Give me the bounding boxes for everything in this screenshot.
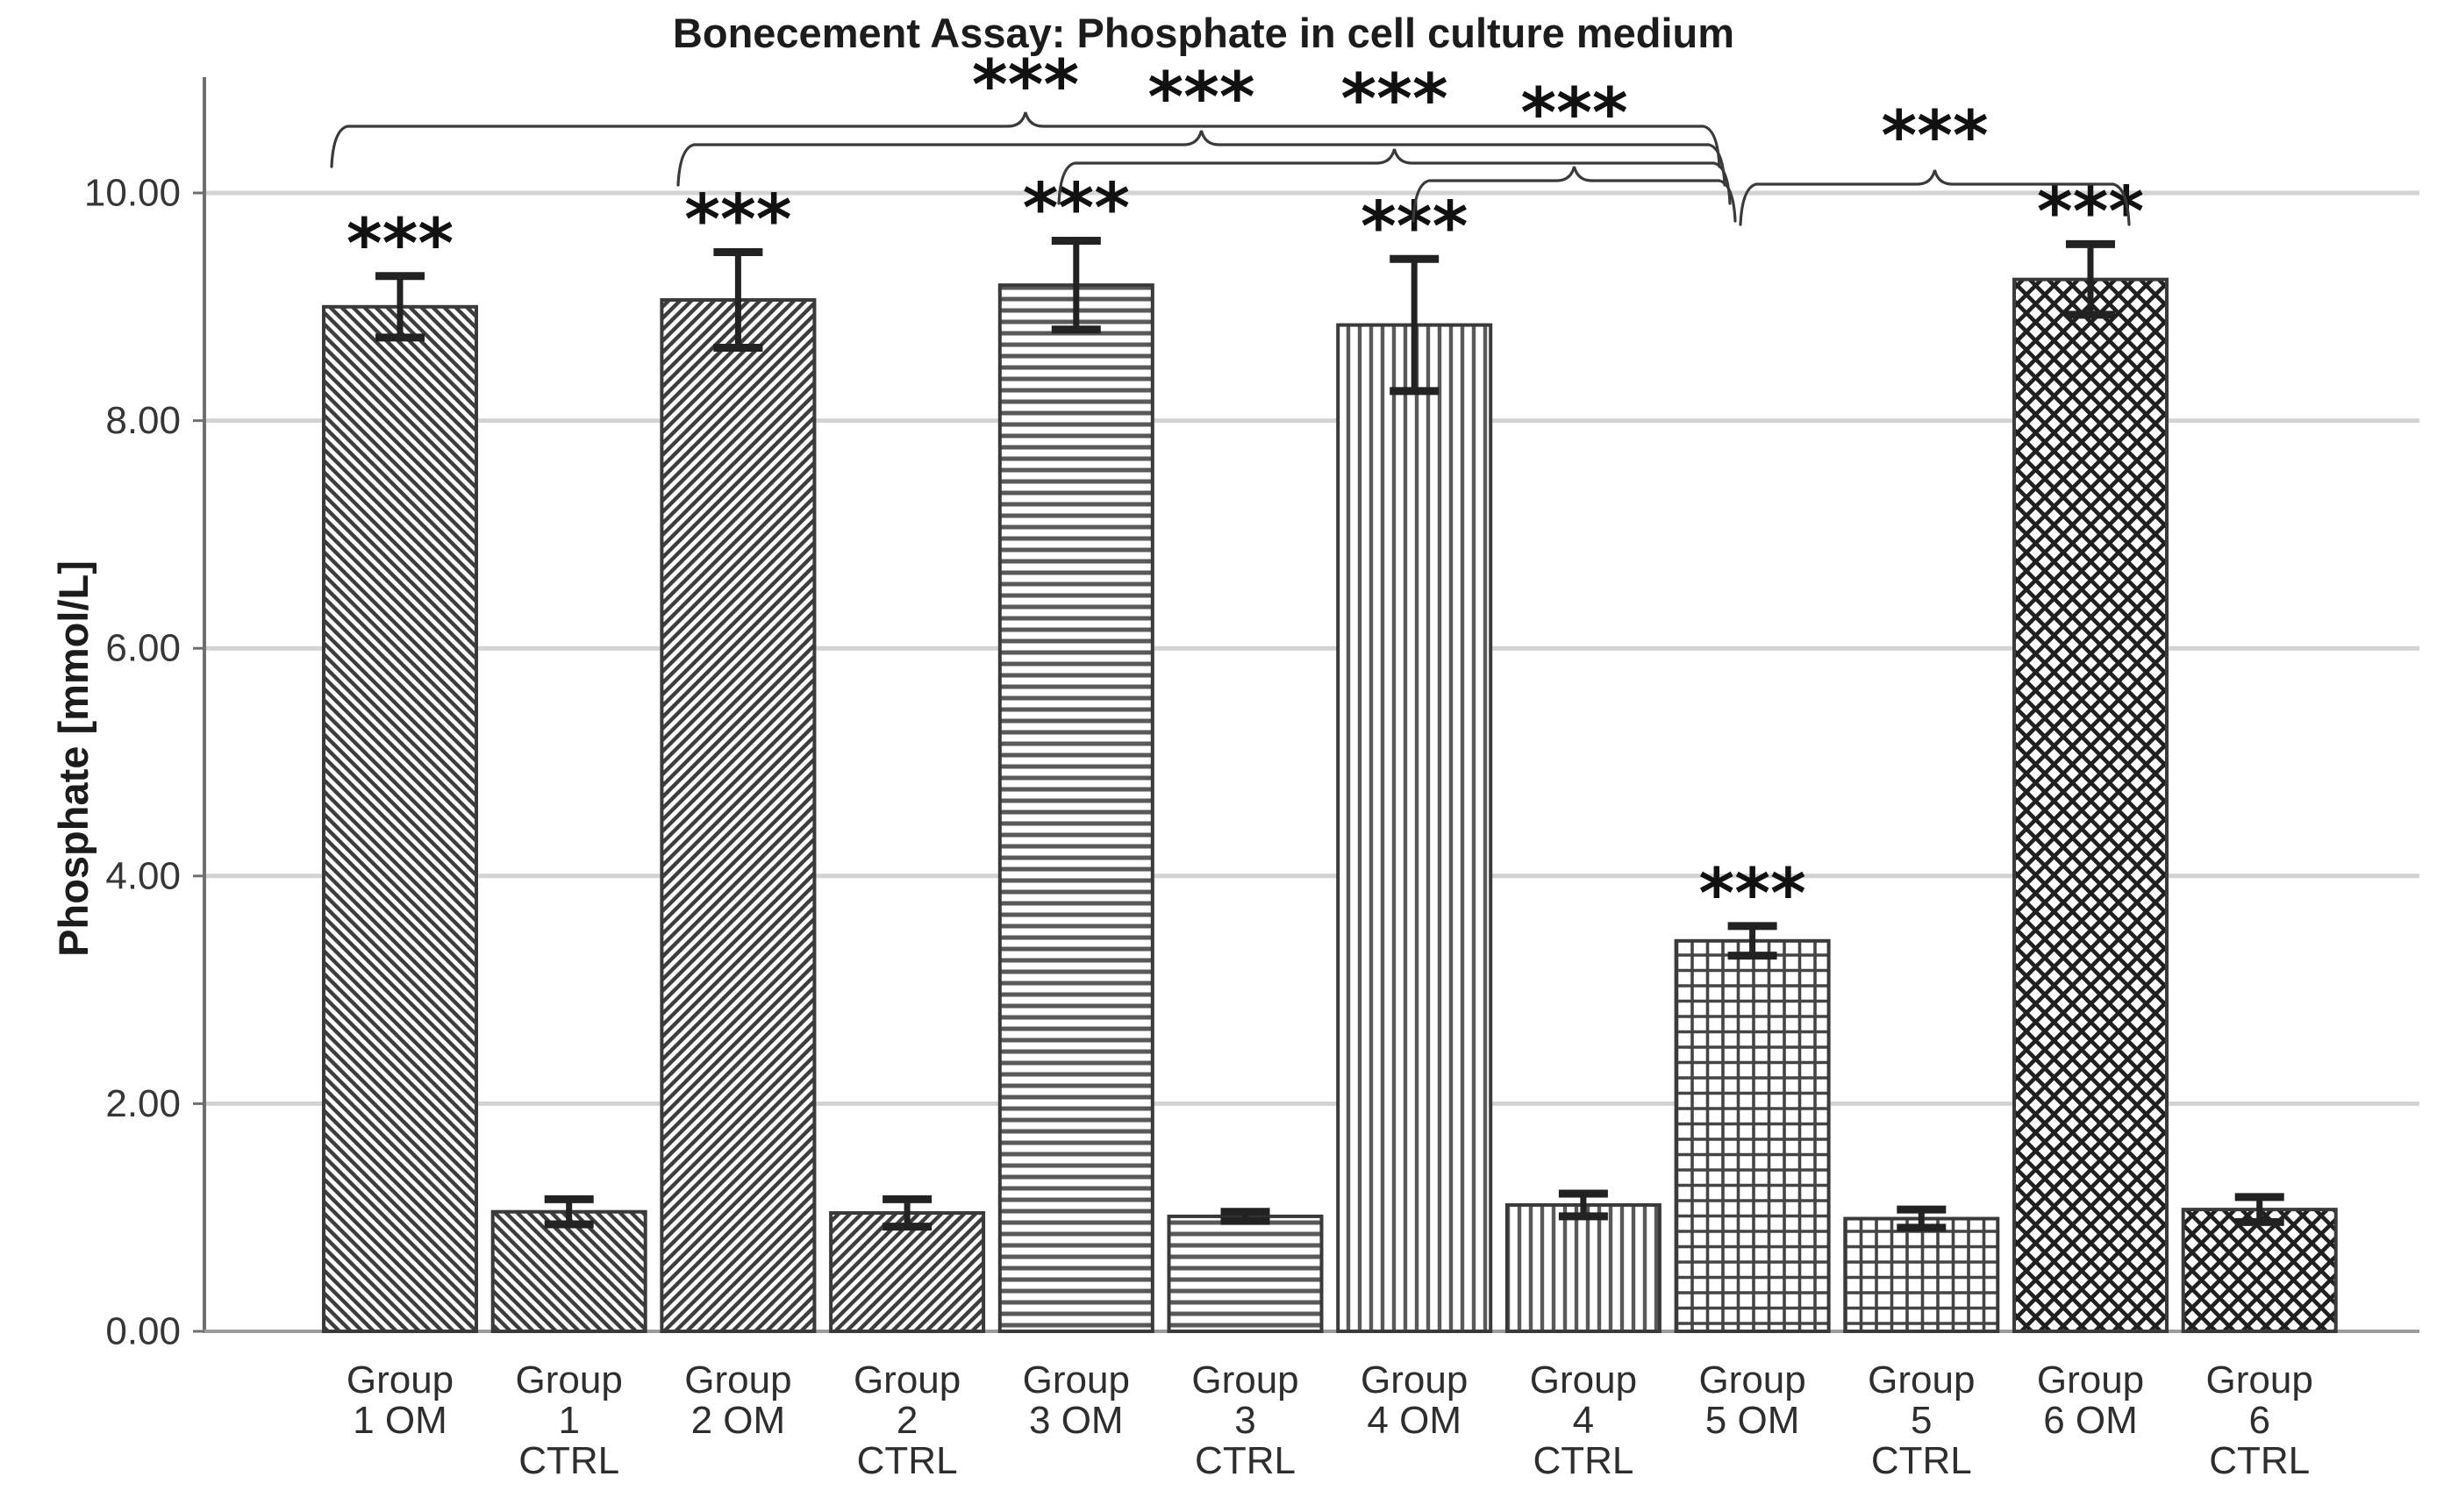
x-tick-label: Group xyxy=(1023,1359,1130,1401)
chart-title: Bonecement Assay: Phosphate in cell cult… xyxy=(673,10,1734,56)
significance-stars: *** xyxy=(1023,170,1130,249)
bar-group-1-ctrl xyxy=(490,1209,647,1333)
x-tick-label: 1 OM xyxy=(353,1399,447,1442)
bar-group-5-om xyxy=(1674,938,1831,1333)
bracket-significance-stars: *** xyxy=(1340,61,1447,139)
significance-stars: *** xyxy=(684,181,791,260)
bracket-significance-stars: *** xyxy=(1147,59,1254,138)
x-tick-label: Group xyxy=(684,1359,791,1401)
x-tick-label: Group xyxy=(347,1359,454,1401)
bar-group-4-om xyxy=(1336,323,1493,1333)
significance-stars: *** xyxy=(2037,173,2144,252)
x-tick-label: Group xyxy=(1191,1359,1298,1401)
bar-group-3-ctrl xyxy=(1167,1214,1324,1333)
x-tick-label: CTRL xyxy=(1533,1439,1633,1482)
x-tick-label: 4 xyxy=(1573,1399,1594,1442)
x-tick-label: CTRL xyxy=(2209,1439,2310,1482)
x-tick-label: Group xyxy=(1868,1359,1975,1401)
x-tick-label: 4 OM xyxy=(1367,1399,1461,1442)
bar-group-2-ctrl xyxy=(829,1211,986,1334)
x-tick-label: 2 OM xyxy=(691,1399,786,1442)
x-tick-label: 2 xyxy=(897,1399,918,1442)
bracket-significance-stars: *** xyxy=(972,46,1079,125)
bar-group-6-ctrl xyxy=(2181,1208,2338,1334)
comparison-bracket xyxy=(1057,148,1732,205)
comparison-bracket xyxy=(676,130,1726,187)
y-tick-label: 10.00 xyxy=(84,172,181,215)
y-axis-labels-layer: 0.00 2.00 4.00 6.00 8.00 10.00 xyxy=(84,172,181,1353)
bar-group-2-om xyxy=(660,298,817,1334)
significance-stars: *** xyxy=(1698,855,1805,934)
significance-stars: *** xyxy=(1361,188,1468,267)
x-tick-label: Group xyxy=(2037,1359,2144,1401)
comparison-bracket xyxy=(1739,169,2131,226)
y-tick-label: 0.00 xyxy=(105,1310,181,1353)
x-tick-label: Group xyxy=(2206,1359,2313,1401)
x-tick-label: CTRL xyxy=(857,1439,958,1482)
y-tick-label: 2.00 xyxy=(105,1082,181,1125)
y-tick-label: 4.00 xyxy=(105,854,181,897)
bar-group-1-om xyxy=(322,304,478,1333)
bracket-significance-stars: *** xyxy=(1520,75,1627,153)
bracket-significance-stars: *** xyxy=(1881,97,1988,176)
bar-group-3-om xyxy=(997,283,1154,1334)
bar-group-5-ctrl xyxy=(1843,1216,2000,1334)
x-tick-label: 5 xyxy=(1911,1399,1932,1442)
comparison-bracket xyxy=(1411,166,1737,223)
x-tick-label: 1 xyxy=(558,1399,579,1442)
bar-group-4-ctrl xyxy=(1504,1202,1661,1333)
bar-significance-layer: *** *** *** *** *** *** xyxy=(347,170,2144,934)
x-tick-label: CTRL xyxy=(1195,1439,1296,1482)
y-tick-label: 8.00 xyxy=(105,399,181,442)
x-tick-label: CTRL xyxy=(518,1439,619,1482)
bars-layer xyxy=(322,277,2338,1334)
x-tick-label: Group xyxy=(1698,1359,1805,1401)
significance-stars: *** xyxy=(347,205,454,284)
y-tick-label: 6.00 xyxy=(105,627,181,670)
comparison-brackets-layer: *** *** *** *** *** xyxy=(330,46,2131,226)
y-axis-title: Phosphate [mmol/L] xyxy=(50,560,96,957)
x-tick-label: 3 OM xyxy=(1029,1399,1124,1442)
x-tick-label: 6 xyxy=(2248,1399,2269,1442)
x-tick-label: CTRL xyxy=(1871,1439,1972,1482)
comparison-bracket xyxy=(330,111,1721,168)
x-tick-label: 6 OM xyxy=(2043,1399,2138,1442)
error-bars-layer xyxy=(375,237,2284,1232)
x-tick-label: Group xyxy=(1361,1359,1468,1401)
x-tick-label: Group xyxy=(1530,1359,1637,1401)
x-tick-label: 5 OM xyxy=(1705,1399,1800,1442)
x-tick-label: Group xyxy=(516,1359,623,1401)
bar-group-6-om xyxy=(2012,277,2169,1334)
x-tick-label: 3 xyxy=(1234,1399,1255,1442)
x-tick-label: Group xyxy=(854,1359,961,1401)
